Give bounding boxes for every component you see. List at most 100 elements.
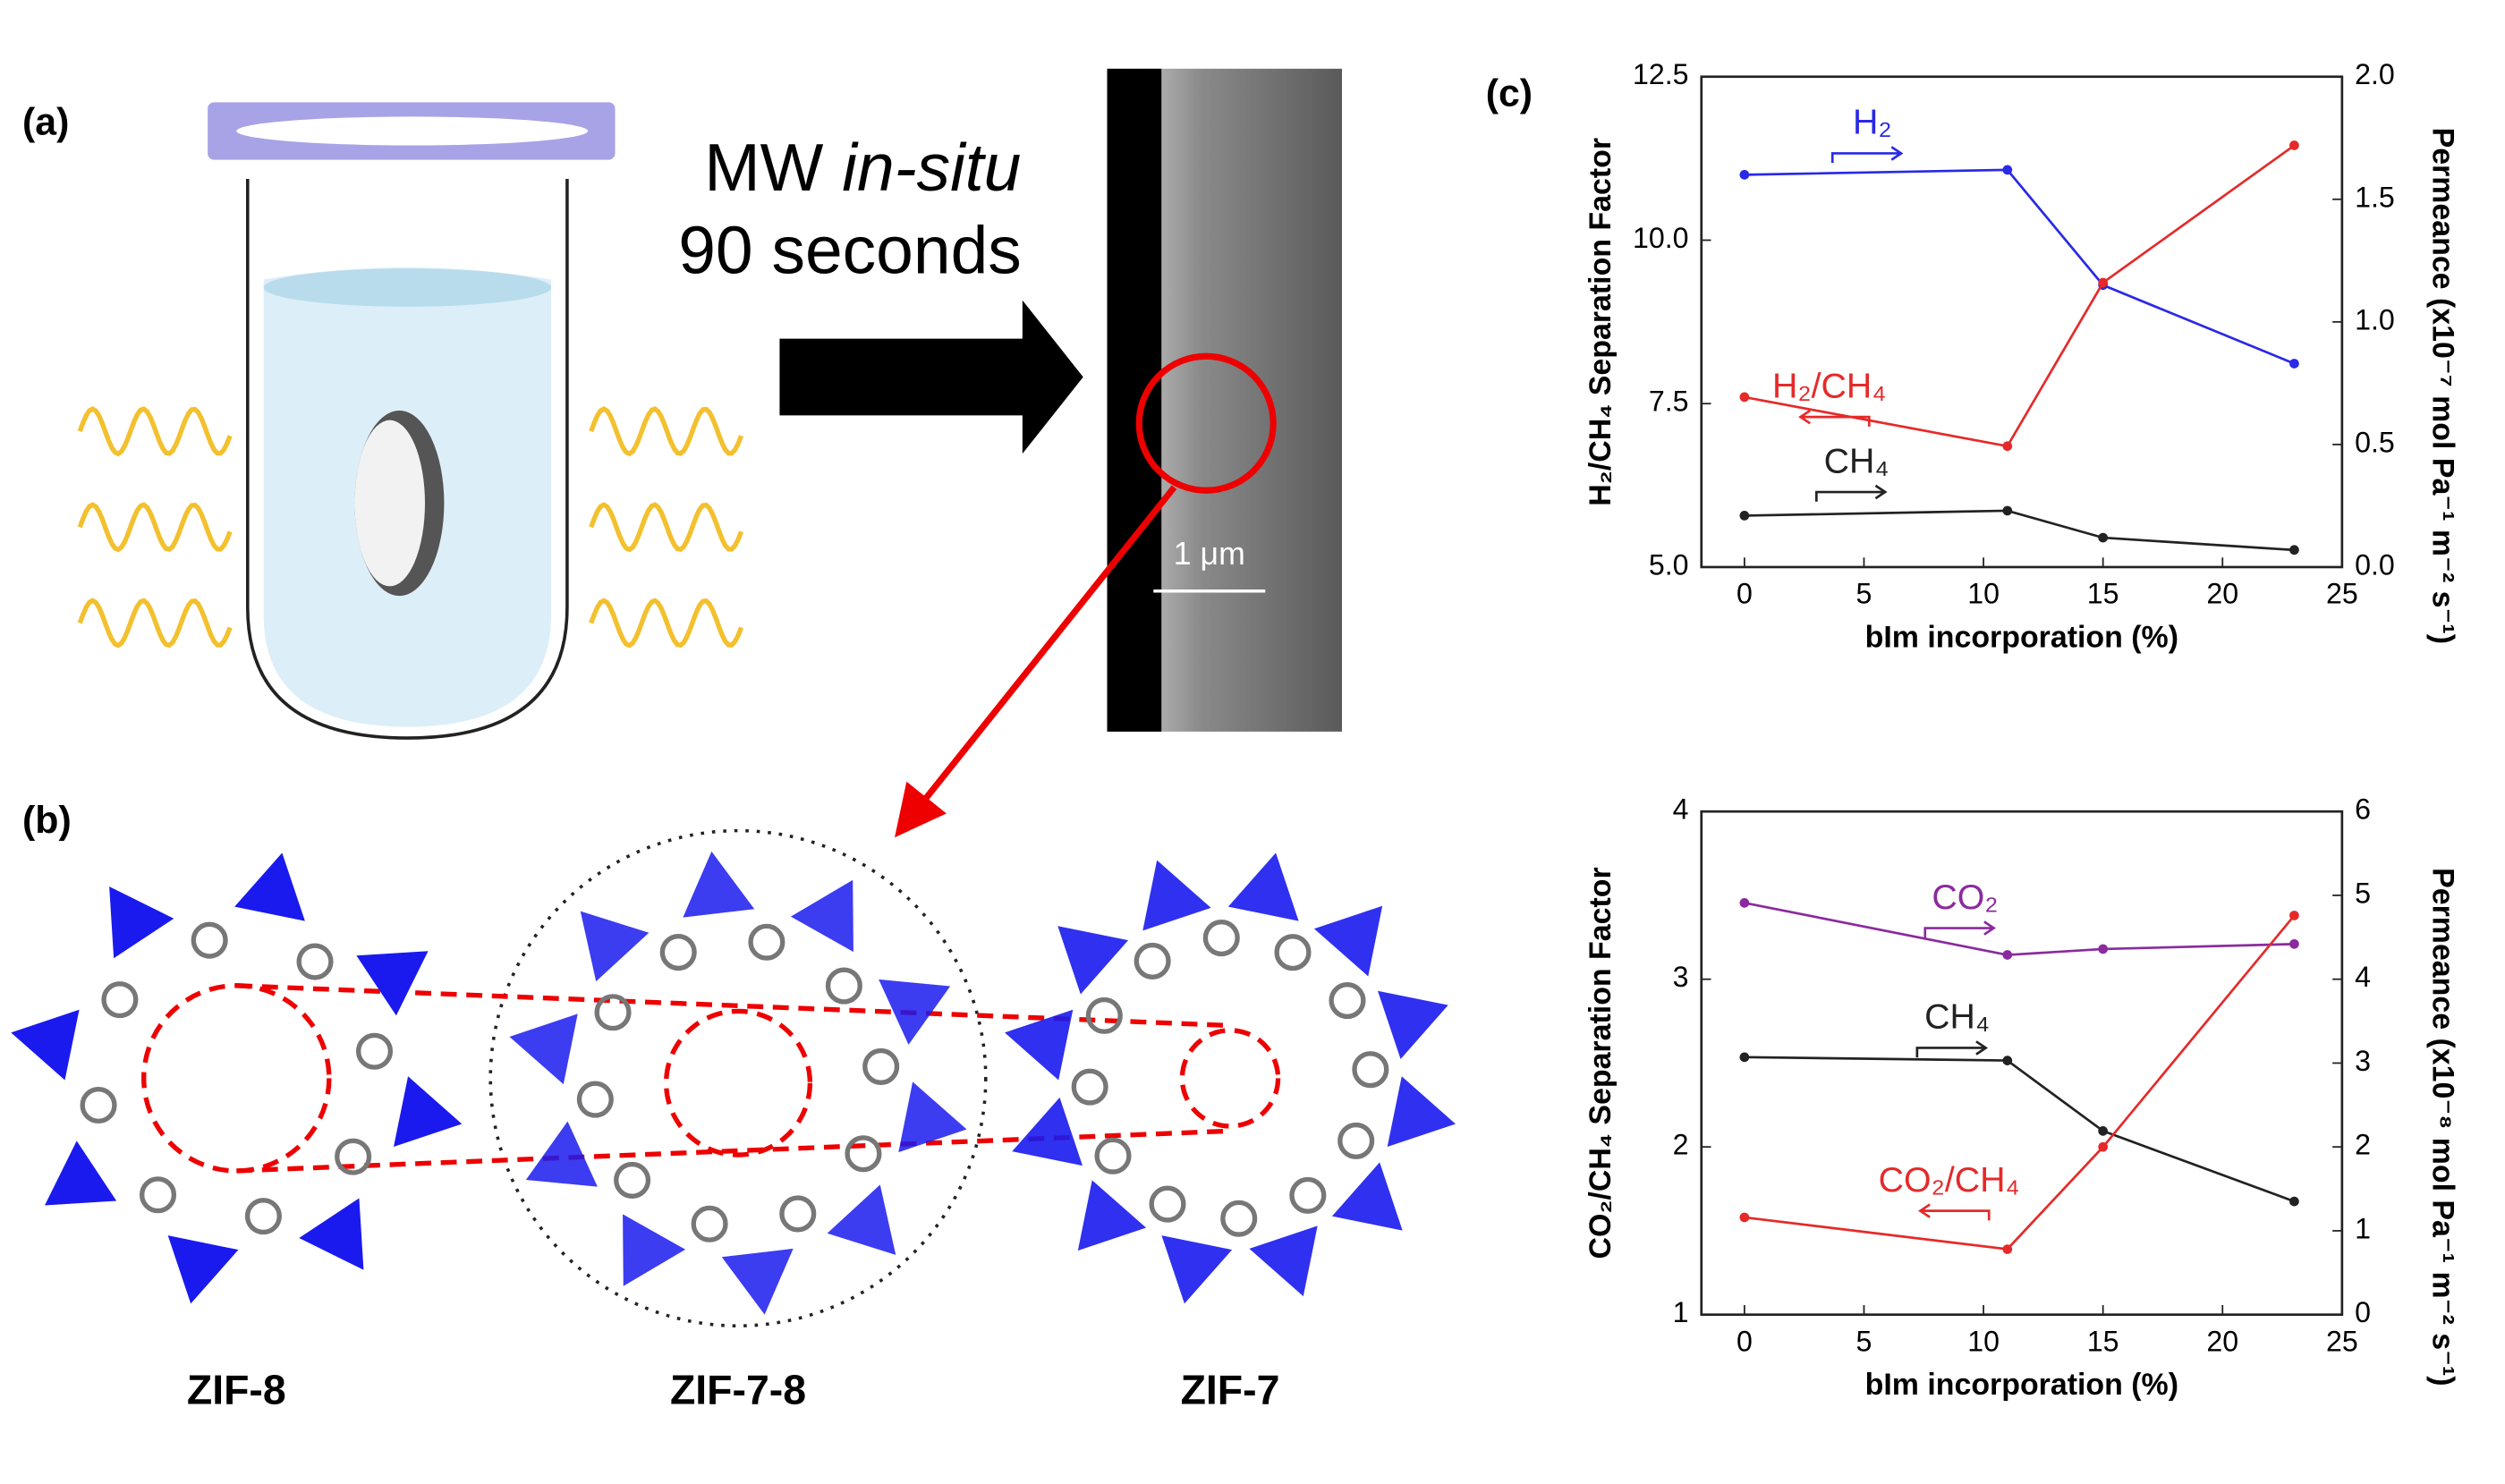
atom: [1329, 982, 1366, 1020]
y-tick-label: 4: [1673, 793, 1689, 826]
zn-tetrahedron: [898, 1081, 967, 1153]
data-point: [2289, 140, 2299, 150]
atom: [191, 921, 228, 959]
zn-tetrahedron: [623, 1214, 686, 1286]
scheme-text: MW: [704, 130, 842, 205]
data-point: [2289, 359, 2299, 369]
series-line: [1744, 509, 2295, 552]
panel-label: (b): [22, 799, 72, 842]
atom: [296, 943, 334, 980]
data-point: [2098, 532, 2109, 543]
structure-label: ZIF-8: [187, 1366, 286, 1412]
y-tick-label: 10.0: [1633, 222, 1689, 254]
y-tick-label: 5.0: [1649, 548, 1689, 581]
data-point: [2289, 911, 2299, 920]
x-tick-label: 20: [2206, 1325, 2238, 1357]
plot-frame: [1700, 75, 2344, 569]
zn-tetrahedron: [11, 1009, 80, 1081]
y2-tick-label: 6: [2355, 793, 2371, 826]
x-axis-label: bIm incorporation (%): [1865, 1368, 2178, 1402]
panel-label: (a): [22, 101, 69, 144]
x-tick-label: 10: [1967, 1325, 2000, 1357]
tube: [246, 179, 569, 740]
data-point: [1739, 392, 1750, 403]
zn-tetrahedron: [790, 879, 853, 953]
data-point: [2098, 1126, 2109, 1136]
atom: [845, 1135, 882, 1173]
series-label: CH₄: [1824, 441, 1889, 480]
series-line: [1744, 914, 2296, 1251]
data-point: [2002, 950, 2013, 960]
y2-tick-label: 1.5: [2355, 181, 2395, 213]
atom: [614, 1161, 651, 1199]
x-tick-label: 25: [2326, 1325, 2358, 1357]
axis-arrow: [1915, 1040, 1989, 1058]
zn-tetrahedron: [1077, 1180, 1147, 1251]
data-point: [1739, 511, 1750, 521]
atom: [659, 934, 697, 971]
x-tick-label: 10: [1967, 578, 2000, 610]
x-tick-label: 15: [2087, 578, 2119, 610]
zn-tetrahedron: [1012, 1097, 1083, 1166]
y2-tick-label: 2.0: [2355, 58, 2395, 90]
data-point: [2098, 1141, 2109, 1152]
zn-tetrahedron: [827, 1184, 896, 1255]
y2-tick-label: 3: [2355, 1045, 2371, 1077]
zn-tetrahedron: [683, 851, 755, 918]
y2-axis-label: Permeance (x10⁻⁷ mol Pa⁻¹ m⁻² s⁻¹): [2426, 128, 2460, 644]
atom: [139, 1176, 177, 1214]
zn-tetrahedron: [234, 852, 305, 921]
series-label: CO₂: [1932, 878, 1998, 917]
data-point: [1739, 1052, 1750, 1063]
wave: [77, 406, 233, 457]
zn-tetrahedron: [45, 1141, 117, 1206]
zn-tetrahedron: [1387, 1076, 1456, 1147]
x-tick-label: 15: [2087, 1325, 2119, 1357]
x-tick-label: 20: [2206, 578, 2238, 610]
x-tick-label: 25: [2326, 578, 2358, 610]
zn-tetrahedron: [1313, 905, 1383, 977]
atom: [594, 994, 632, 1031]
series-label: CH₄: [1924, 997, 1990, 1037]
atom: [244, 1198, 282, 1235]
atom: [1071, 1068, 1108, 1106]
zn-tetrahedron: [1005, 1009, 1074, 1081]
pore: [141, 983, 332, 1174]
axis-arrow: [1918, 1203, 1991, 1221]
data-point: [1739, 170, 1750, 180]
atom: [1289, 1176, 1327, 1214]
y-tick-label: 3: [1673, 961, 1689, 993]
data-point: [2289, 938, 2299, 949]
y-axis-label: CO₂/CH₄ Separation Factor: [1584, 867, 1618, 1259]
zn-tetrahedron: [167, 1235, 239, 1304]
y2-tick-label: 4: [2355, 961, 2371, 993]
data-point: [2289, 545, 2299, 555]
zn-tetrahedron: [1057, 926, 1129, 995]
zn-tetrahedron: [509, 1013, 578, 1085]
zn-tetrahedron: [879, 979, 951, 1045]
series-label: H₂/CH₄: [1772, 366, 1886, 405]
atom: [1220, 1200, 1258, 1237]
pore: [663, 1008, 813, 1158]
charts: 0 5 10 15 20 255.07.510.012.50.00.51.01.52.0b…: [1584, 58, 2460, 1402]
scheme-text: MW in-situ: [704, 130, 1021, 205]
sem-substrate: [1107, 68, 1162, 732]
wave: [589, 598, 744, 649]
data-point: [2002, 505, 2013, 516]
atom: [862, 1047, 900, 1085]
zn-tetrahedron: [1227, 852, 1299, 921]
zn-tetrahedron: [394, 1076, 463, 1147]
wave: [77, 598, 233, 649]
atom: [779, 1195, 817, 1233]
microwaves: [77, 406, 744, 649]
dotted-circle: [488, 828, 988, 1327]
series-line: [1744, 144, 2296, 448]
series-line: [1744, 168, 2295, 365]
y2-tick-label: 1.0: [2355, 303, 2395, 335]
atom: [576, 1081, 614, 1118]
data-point: [1739, 898, 1750, 908]
zn-tetrahedron: [299, 1198, 364, 1270]
atom: [1274, 934, 1312, 971]
y2-tick-label: 0: [2355, 1296, 2371, 1328]
